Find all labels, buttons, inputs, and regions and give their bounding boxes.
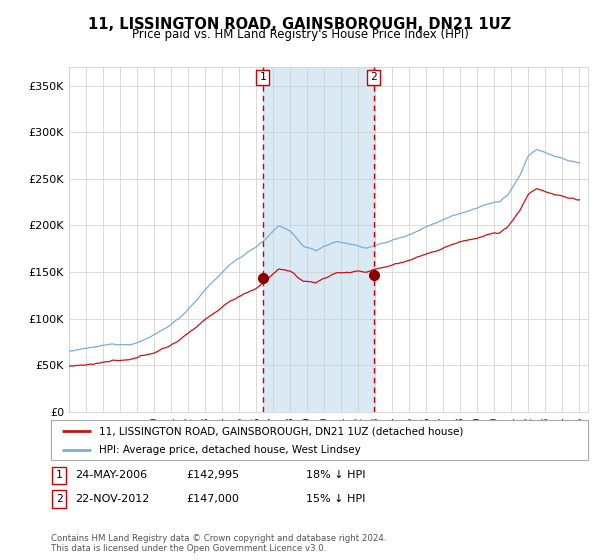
Text: Price paid vs. HM Land Registry's House Price Index (HPI): Price paid vs. HM Land Registry's House … xyxy=(131,28,469,41)
Text: 2: 2 xyxy=(56,494,63,504)
Text: 18% ↓ HPI: 18% ↓ HPI xyxy=(306,470,365,480)
Text: 1: 1 xyxy=(259,72,266,82)
Text: 1: 1 xyxy=(56,470,63,480)
Bar xyxy=(263,67,374,412)
Text: £147,000: £147,000 xyxy=(186,494,239,504)
Text: 24-MAY-2006: 24-MAY-2006 xyxy=(75,470,147,480)
Text: 2: 2 xyxy=(370,72,377,82)
FancyBboxPatch shape xyxy=(51,420,588,460)
Text: £142,995: £142,995 xyxy=(186,470,239,480)
FancyBboxPatch shape xyxy=(52,466,67,484)
Text: 11, LISSINGTON ROAD, GAINSBOROUGH, DN21 1UZ (detached house): 11, LISSINGTON ROAD, GAINSBOROUGH, DN21 … xyxy=(100,426,464,436)
Text: 11, LISSINGTON ROAD, GAINSBOROUGH, DN21 1UZ: 11, LISSINGTON ROAD, GAINSBOROUGH, DN21 … xyxy=(88,17,512,32)
Text: 22-NOV-2012: 22-NOV-2012 xyxy=(75,494,149,504)
Text: 15% ↓ HPI: 15% ↓ HPI xyxy=(306,494,365,504)
Text: HPI: Average price, detached house, West Lindsey: HPI: Average price, detached house, West… xyxy=(100,445,361,455)
Text: Contains HM Land Registry data © Crown copyright and database right 2024.
This d: Contains HM Land Registry data © Crown c… xyxy=(51,534,386,553)
FancyBboxPatch shape xyxy=(52,490,67,508)
